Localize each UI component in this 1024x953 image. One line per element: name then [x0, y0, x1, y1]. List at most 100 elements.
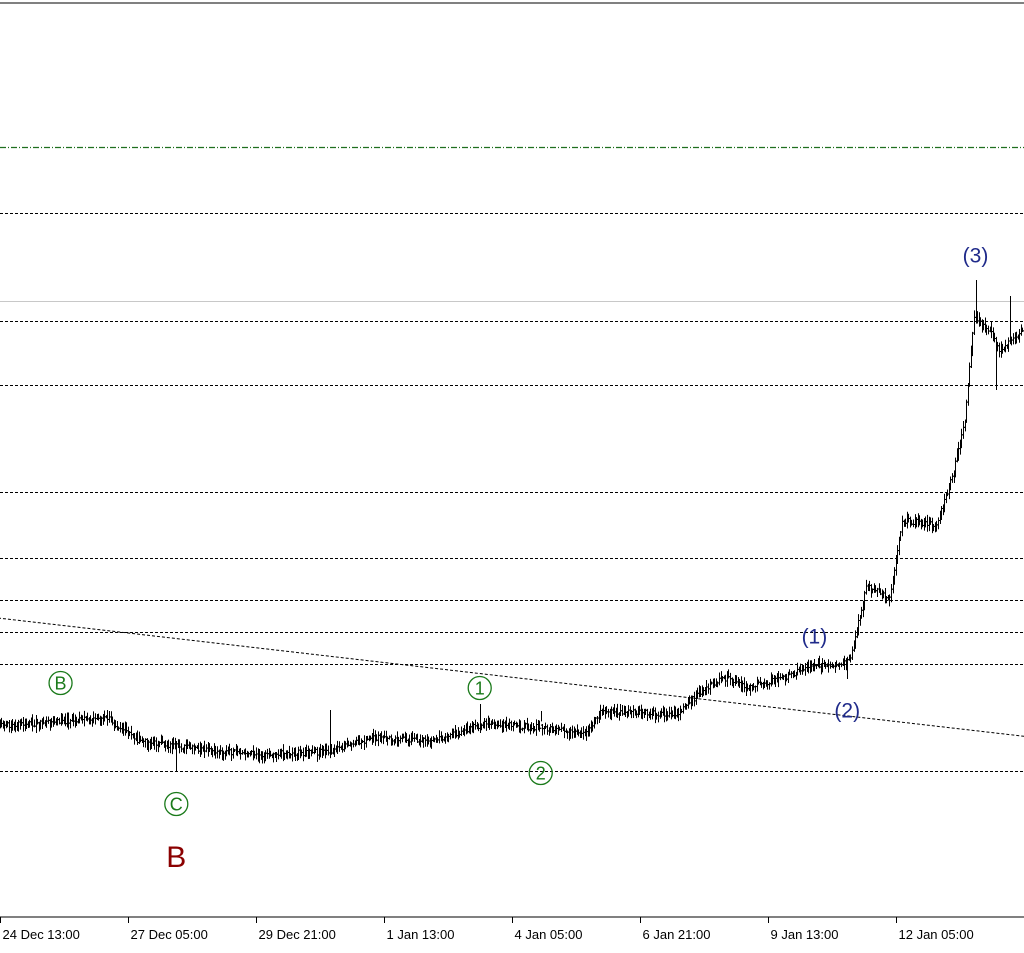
- ohlc-bar: [790, 671, 793, 678]
- time-axis-tick: 12 Jan 05:00: [897, 917, 974, 942]
- chart-frame: [0, 3, 1024, 917]
- ohlc-bar: [962, 421, 965, 439]
- ohlc-bar: [926, 515, 929, 532]
- ohlc-bar: [632, 705, 635, 718]
- ohlc-bar: [829, 661, 832, 668]
- time-axis-label: 9 Jan 13:00: [771, 927, 839, 942]
- ohlc-bar: [341, 743, 344, 753]
- ohlc-bar: [277, 749, 280, 759]
- wave-label-5: (1): [802, 626, 828, 649]
- ohlc-bar: [424, 735, 427, 746]
- ohlc-bar: [912, 519, 915, 527]
- ohlc-bar: [973, 310, 976, 335]
- ohlc-bar: [399, 735, 402, 743]
- time-axis: 24 Dec 13:00 27 Dec 05:00 29 Dec 21:00 1 Ja…: [1, 917, 1024, 942]
- ohlc-bar: [682, 703, 685, 713]
- wave-label-circled-B: B: [49, 672, 72, 695]
- time-axis-label: 27 Dec 05:00: [131, 927, 208, 942]
- wave-label-circled-2: 2: [529, 762, 552, 785]
- trendline-0: [0, 618, 1024, 737]
- time-axis-tick: 27 Dec 05:00: [129, 917, 208, 942]
- time-axis-label: 1 Jan 13:00: [387, 927, 455, 942]
- ohlc-bar: [854, 630, 857, 649]
- wave-label-7: (3): [963, 245, 989, 268]
- ohlc-bar: [779, 673, 782, 680]
- ohlc-bar: [890, 584, 893, 602]
- wave-label-text: C: [170, 795, 183, 815]
- ohlc-bar: [316, 747, 319, 762]
- ohlc-bar: [302, 748, 305, 762]
- time-axis-label: 24 Dec 13:00: [3, 927, 80, 942]
- ohlc-bars: [0, 280, 1024, 772]
- ohlc-bar: [333, 744, 336, 757]
- ohlc-bar: [987, 326, 990, 335]
- ohlc-bar: [843, 656, 846, 670]
- wave-label-circled-C: C: [165, 793, 188, 816]
- ohlc-bar: [521, 728, 524, 731]
- ohlc-bar: [718, 673, 721, 686]
- time-axis-label: 29 Dec 21:00: [259, 927, 336, 942]
- ohlc-bar: [865, 580, 868, 595]
- ohlc-bar: [541, 724, 544, 736]
- ohlc-bar: [155, 737, 158, 752]
- horizontal-levels: [0, 148, 1024, 772]
- ohlc-bar: [582, 726, 585, 740]
- ohlc-bar: [607, 709, 610, 718]
- ohlc-bar: [388, 736, 391, 740]
- ohlc-bar: [352, 740, 355, 747]
- ohlc-bar: [83, 711, 86, 726]
- ohlc-bar: [180, 743, 183, 752]
- ohlc-bar: [851, 646, 854, 660]
- ohlc-bar: [255, 747, 258, 759]
- ohlc-bar: [510, 721, 513, 731]
- time-axis-label: 12 Jan 05:00: [899, 927, 974, 942]
- ohlc-bar: [693, 692, 696, 707]
- ohlc-bar: [377, 731, 380, 746]
- ohlc-bar: [896, 545, 899, 564]
- wave-label-2: B: [166, 841, 186, 874]
- ohlc-bar: [596, 716, 599, 724]
- ohlc-bar: [657, 712, 660, 723]
- time-axis-tick: 4 Jan 05:00: [513, 917, 583, 942]
- ohlc-bar: [485, 718, 488, 731]
- time-axis-tick: 6 Jan 21:00: [641, 917, 711, 942]
- ohlc-bar: [360, 738, 363, 749]
- ohlc-bar: [743, 677, 746, 692]
- ohlc-bar: [901, 516, 904, 537]
- wave-label-6: (2): [834, 700, 860, 723]
- ohlc-bar: [965, 400, 968, 423]
- ohlc-bar: [92, 711, 95, 723]
- ohlc-bar: [338, 741, 341, 752]
- ohlc-bar: [1018, 329, 1021, 343]
- ohlc-bar: [413, 733, 416, 742]
- ohlc-bar: [327, 746, 330, 756]
- ohlc-bar: [119, 722, 122, 733]
- wave-label-text: 2: [536, 764, 546, 784]
- ohlc-bar: [449, 733, 452, 740]
- ohlc-bar: [937, 517, 940, 529]
- ohlc-bar: [951, 473, 954, 483]
- ohlc-bar: [998, 343, 1001, 358]
- time-axis-label: 4 Jan 05:00: [515, 927, 583, 942]
- ohlc-bar: [535, 719, 538, 735]
- wave-labels: B C B 1 2 (1) (2) (3): [49, 245, 988, 874]
- ohlc-bar: [8, 720, 11, 732]
- ohlc-bar: [363, 735, 366, 750]
- ohlc-bar: [474, 720, 477, 730]
- wave-label-circled-1: 1: [468, 677, 491, 700]
- time-axis-tick: 9 Jan 13:00: [769, 917, 839, 942]
- ohlc-bar: [1012, 333, 1015, 344]
- ohlc-bar: [444, 733, 447, 744]
- ohlc-bar: [560, 723, 563, 732]
- ohlc-bar: [216, 746, 219, 758]
- trendlines: [0, 618, 1024, 737]
- ohlc-bar: [169, 741, 172, 753]
- ohlc-bar: [799, 664, 802, 675]
- wave-label-text: 1: [475, 679, 485, 699]
- ohlc-bar: [827, 659, 830, 672]
- ohlc-bar: [546, 725, 549, 735]
- time-axis-label: 6 Jan 21:00: [643, 927, 711, 942]
- ohlc-bar: [668, 707, 671, 718]
